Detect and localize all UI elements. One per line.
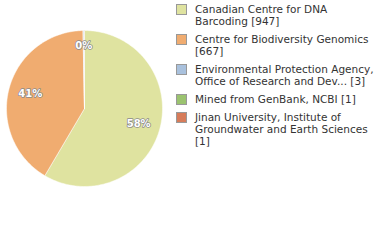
- html-text:Jinan University, Institute of: Jinan University, Institute of Groundwat…: [195, 111, 368, 147]
- html-text:Centre for Biodiversity Genomi: Centre for Biodiversity Genomics [667]: [195, 33, 369, 57]
- svg-text:58%: 58%: [127, 118, 151, 129]
- html-text:Environmental Protection Agenc: Environmental Protection Agency, Office …: [195, 63, 374, 87]
- svg-text:41%: 41%: [18, 88, 42, 99]
- html-text:Mined from GenBank, NCBI [1]: Mined from GenBank, NCBI [1]: [195, 93, 356, 105]
- html-text:Canadian Centre for DNA Barcod: Canadian Centre for DNA Barcoding [947]: [195, 3, 328, 27]
- svg-text:0%: 0%: [75, 40, 92, 51]
